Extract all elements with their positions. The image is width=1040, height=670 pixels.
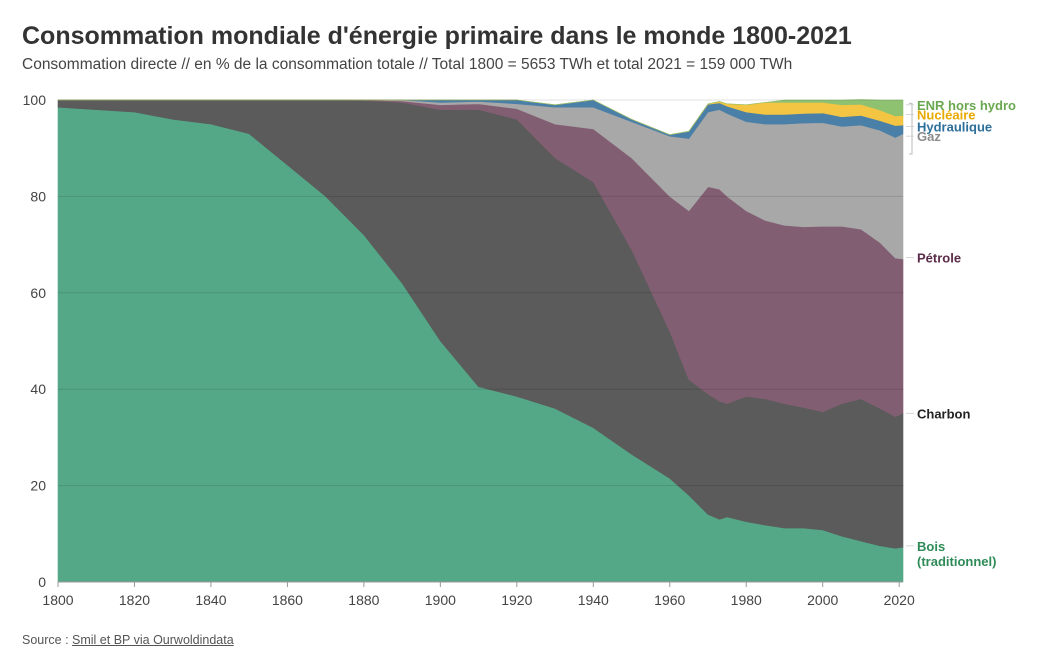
source-link[interactable]: Smil et BP via Ourwoldindata: [72, 633, 234, 647]
x-tick-label: 2020: [884, 592, 915, 608]
series-label: ENR hors hydro: [917, 98, 1016, 113]
series-label: Gaz: [917, 129, 941, 144]
y-tick-label: 40: [30, 381, 46, 397]
chart-title: Consommation mondiale d'énergie primaire…: [22, 22, 852, 50]
x-tick-label: 1920: [501, 592, 532, 608]
label-bracket: [909, 102, 913, 155]
source-note: Source : Smil et BP via Ourwoldindata: [22, 633, 234, 647]
x-tick-label: 1860: [272, 592, 303, 608]
area-enr-hors-hydro: [58, 99, 904, 136]
x-tick-label: 2000: [807, 592, 838, 608]
series-label: Bois: [917, 539, 945, 554]
y-tick-label: 60: [30, 285, 46, 301]
x-tick-label: 1840: [195, 592, 226, 608]
x-tick-label: 1980: [731, 592, 762, 608]
series-label: Pétrole: [917, 251, 961, 266]
y-tick-label: 80: [30, 188, 46, 204]
chart-subtitle: Consommation directe // en % de la conso…: [22, 56, 793, 73]
x-tick-label: 1820: [119, 592, 150, 608]
y-tick-label: 0: [38, 574, 46, 590]
series-label: Charbon: [917, 406, 971, 421]
x-tick-label: 1940: [578, 592, 609, 608]
y-tick-label: 20: [30, 478, 46, 494]
x-tick-label: 1900: [425, 592, 456, 608]
x-tick-label: 1880: [348, 592, 379, 608]
series-label: Nucléaire: [917, 107, 976, 122]
x-tick-label: 1800: [42, 592, 73, 608]
source-prefix: Source :: [22, 633, 73, 647]
series-label: (traditionnel): [917, 554, 996, 569]
stacked-area-chart: 0 20 40 60 80 100 1800 1820 1840 1860 1880 1900 1920…: [23, 92, 1016, 608]
x-tick-label: 1960: [654, 592, 685, 608]
y-tick-label: 100: [23, 92, 47, 108]
series-label: Hydraulique: [917, 120, 992, 135]
